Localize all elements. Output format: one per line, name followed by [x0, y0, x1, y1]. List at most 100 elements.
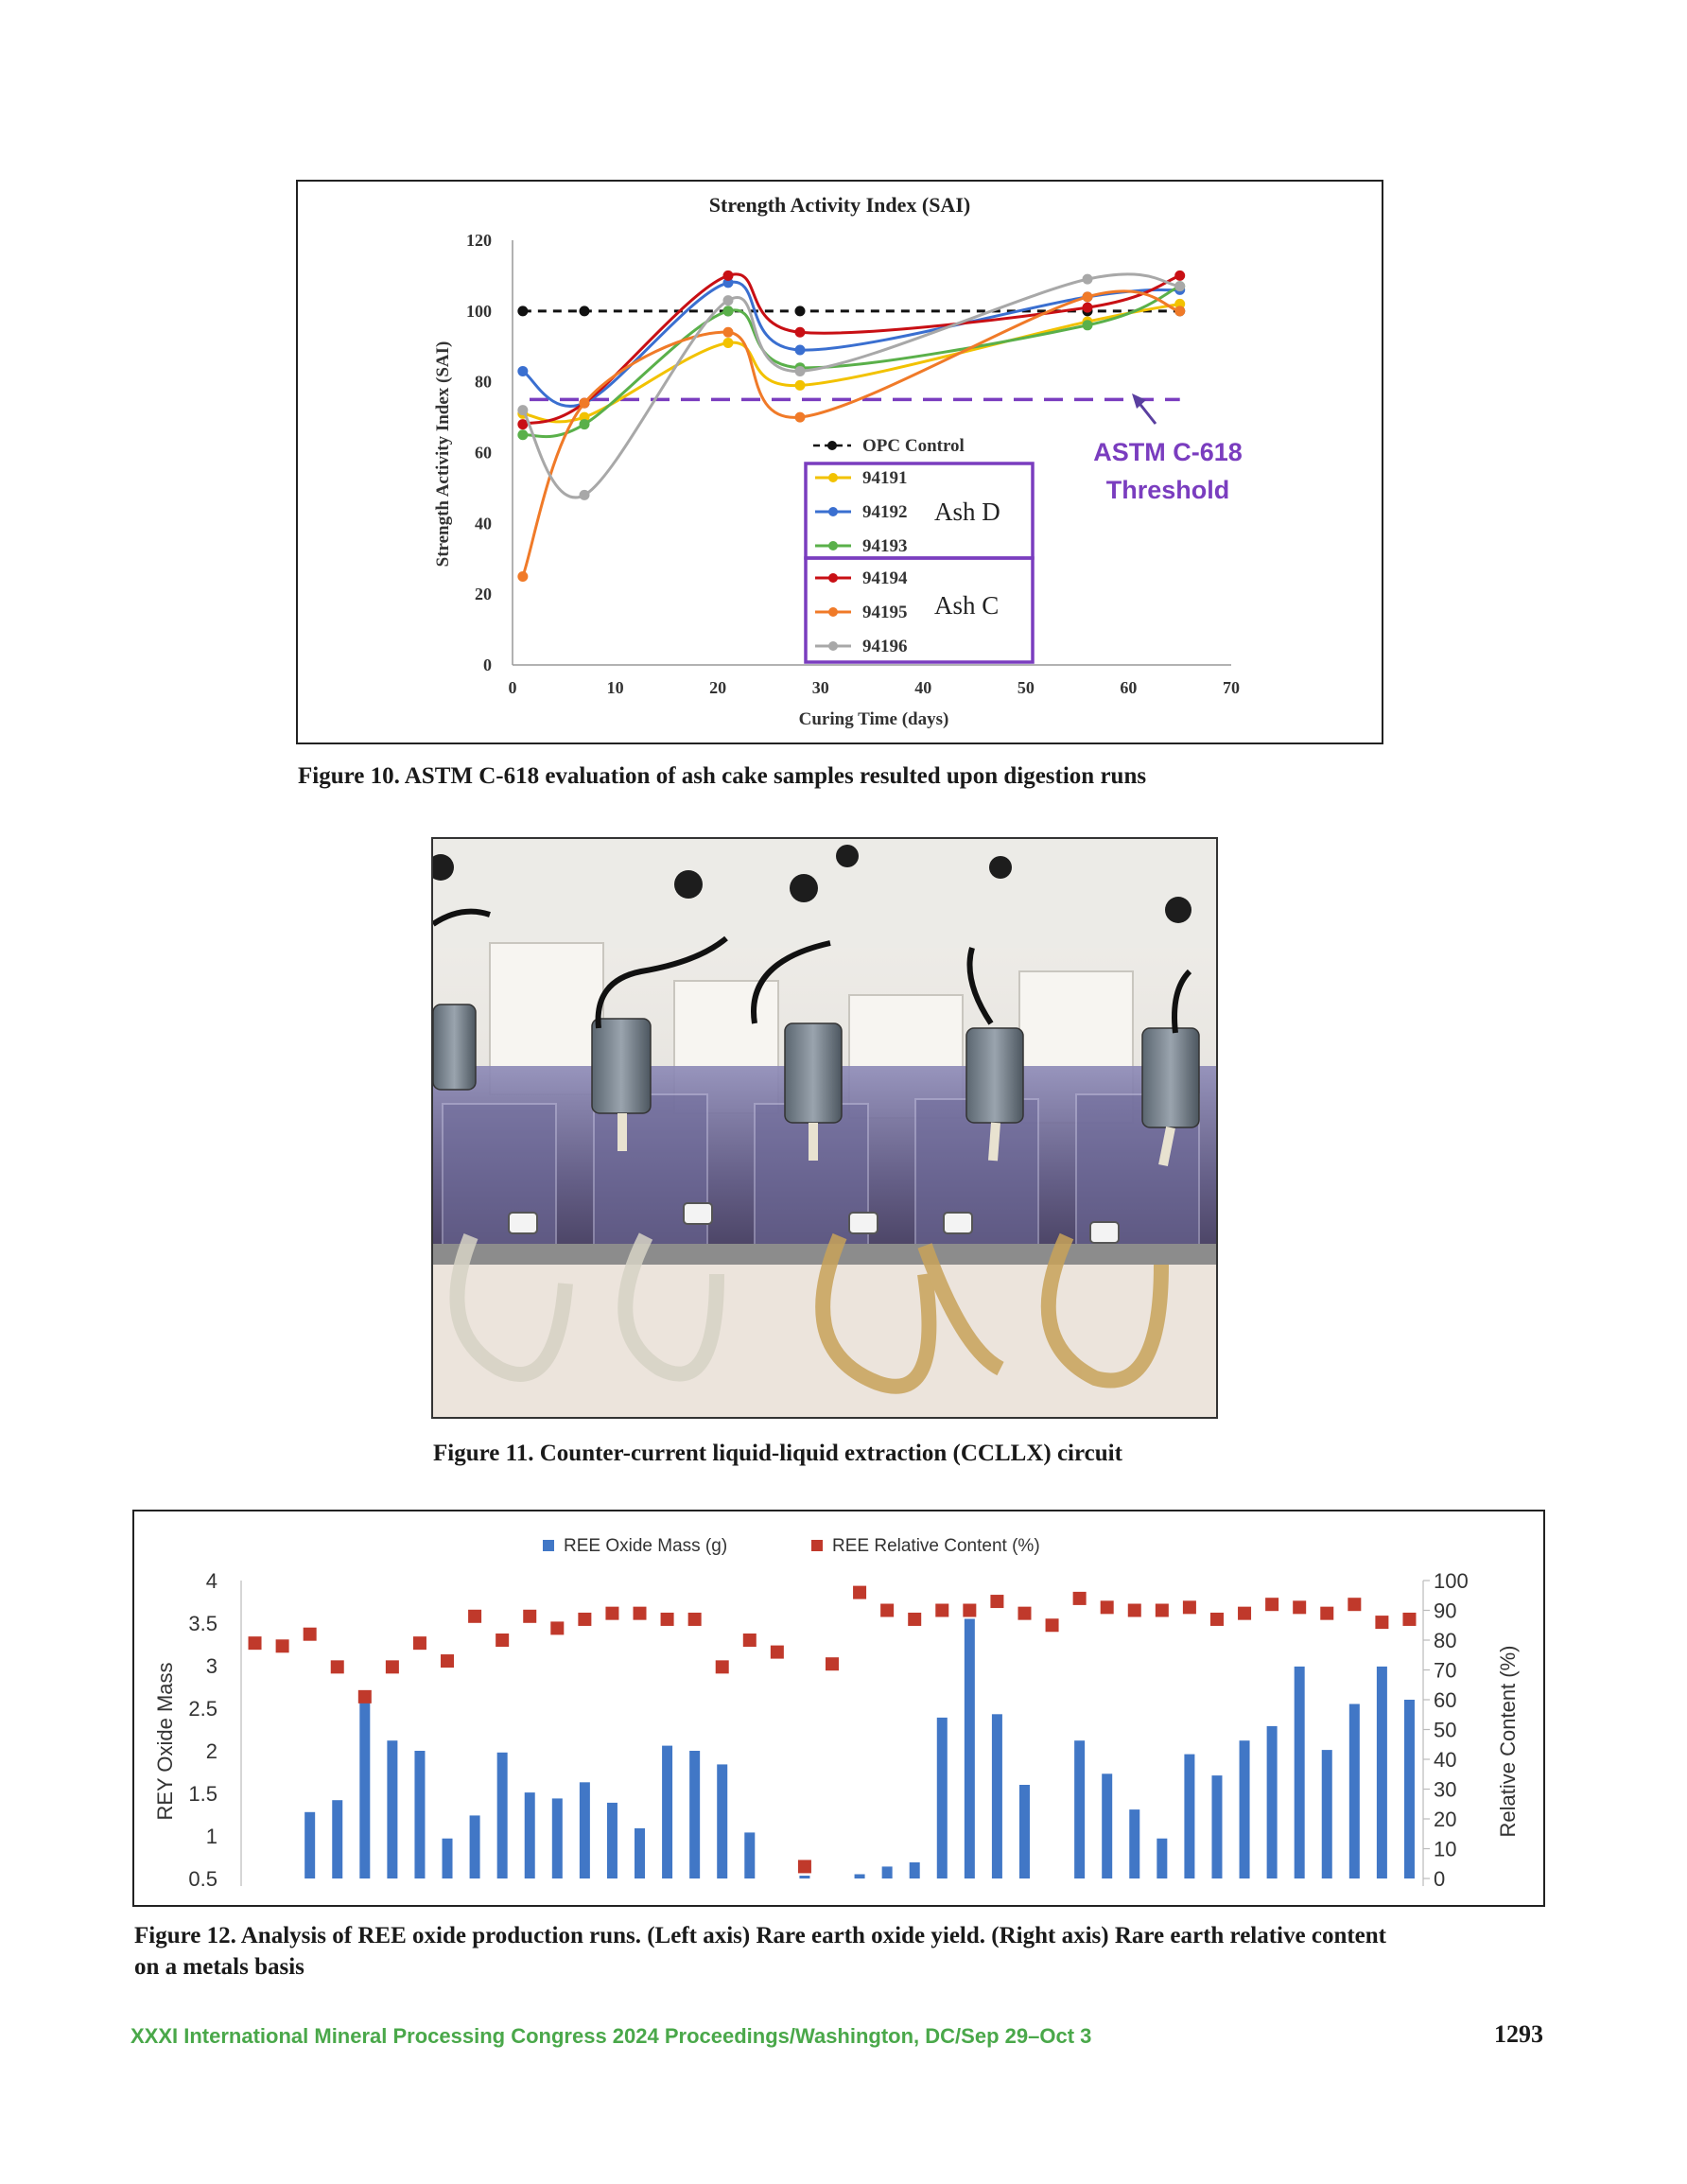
right-tick-label: 80 [1434, 1629, 1456, 1652]
x-tick-label: 30 [812, 678, 829, 697]
oxide-mass-bar [635, 1827, 646, 1878]
figure-10-legend: OPC Control 94191 94192 94193 94194 94195 941… [804, 436, 1035, 664]
y-tick-label: 0 [483, 655, 492, 674]
relative-content-marker [1238, 1606, 1252, 1620]
y-tick-label: 100 [466, 302, 492, 321]
relative-content-marker [715, 1660, 729, 1674]
legend-marker [828, 641, 838, 651]
y-tick-label: 40 [475, 514, 492, 533]
legend-bar-swatch [543, 1540, 554, 1551]
oxide-mass-bar [744, 1832, 756, 1878]
oxide-mass-bar [469, 1815, 480, 1878]
relative-content-marker [1348, 1598, 1362, 1612]
oxide-mass-bar [1018, 1785, 1030, 1878]
legend-opc-marker [827, 441, 837, 450]
left-tick-label: 4 [206, 1569, 217, 1593]
series-point [722, 270, 734, 281]
y-tick-label: 60 [475, 444, 492, 463]
oxide-mass-bar [1102, 1773, 1113, 1878]
series-point [517, 405, 529, 416]
series-point [1082, 291, 1093, 303]
legend-series-label: 94191 [862, 468, 908, 488]
right-tick-label: 40 [1434, 1748, 1456, 1772]
oxide-mass-bar [717, 1764, 728, 1878]
legend-group-ash-c: Ash C [934, 591, 999, 620]
oxide-mass-bar [964, 1618, 975, 1878]
series-point [722, 338, 734, 349]
oxide-mass-bar [414, 1751, 426, 1878]
right-tick-label: 50 [1434, 1719, 1456, 1742]
relative-content-marker [880, 1603, 895, 1617]
relative-content-marker [1182, 1600, 1196, 1615]
oxide-mass-bar [442, 1838, 453, 1878]
legend-marker [828, 473, 838, 482]
series-point [1174, 306, 1186, 317]
x-tick-label: 60 [1120, 678, 1137, 697]
relative-content-marker [963, 1603, 977, 1617]
series-point [722, 295, 734, 306]
figure-10-caption: Figure 10. ASTM C-618 evaluation of ash … [298, 763, 1147, 789]
relative-content-marker [1045, 1618, 1059, 1633]
relative-content-marker [1072, 1591, 1087, 1605]
relative-content-marker [633, 1606, 647, 1620]
relative-content-marker [275, 1639, 289, 1653]
relative-content-marker [248, 1636, 262, 1651]
left-tick-label: 1 [206, 1825, 217, 1848]
right-tick-label: 20 [1434, 1808, 1456, 1831]
series-point [794, 306, 806, 317]
legend-marker-label: REE Relative Content (%) [832, 1536, 1040, 1556]
motor-cables [433, 908, 1192, 1034]
legend-series-label: 94192 [862, 502, 908, 522]
legend-marker [828, 507, 838, 516]
oxide-mass-bar [332, 1800, 343, 1878]
oxide-mass-bar [1239, 1740, 1250, 1878]
left-tick-label: 2.5 [188, 1697, 217, 1721]
relative-content-marker [1017, 1606, 1032, 1620]
left-tick-label: 3.5 [188, 1612, 217, 1635]
threshold-label-line1: ASTM C-618 [1093, 438, 1243, 466]
right-tick-label: 60 [1434, 1688, 1456, 1712]
relative-content-marker [1320, 1606, 1334, 1620]
series-point [1082, 302, 1093, 313]
relative-content-marker [441, 1654, 455, 1669]
figure-12-caption-line1: Figure 12. Analysis of REE oxide product… [134, 1923, 1386, 1948]
relative-content-marker [1293, 1600, 1307, 1615]
series-line-94191 [522, 302, 1180, 424]
series-point [517, 306, 529, 317]
right-tick-label: 30 [1434, 1778, 1456, 1802]
oxide-mass-bar [854, 1874, 865, 1878]
oxide-mass-bar [799, 1876, 810, 1878]
right-tick-label: 0 [1434, 1867, 1445, 1891]
relative-content-marker [385, 1660, 399, 1674]
oxide-mass-bar [1403, 1700, 1415, 1878]
oxide-mass-bar [1074, 1740, 1086, 1878]
relative-content-marker [578, 1612, 592, 1626]
y-tick-label: 20 [475, 585, 492, 603]
relative-content-marker [550, 1621, 565, 1635]
figure-11-caption: Figure 11. Counter-current liquid-liquid… [433, 1441, 1122, 1466]
oxide-mass-bar [1157, 1838, 1168, 1878]
relative-content-marker [826, 1657, 839, 1671]
series-line-94192 [521, 280, 1180, 408]
oxide-mass-bar [387, 1740, 398, 1878]
footer-proceedings: XXXI International Mineral Processing Co… [130, 2024, 1092, 2048]
oxide-mass-bar [1211, 1775, 1223, 1878]
oxide-mass-bar [606, 1802, 617, 1878]
ccllx-circuit-illustration [433, 839, 1216, 1417]
oxide-mass-bar [304, 1811, 316, 1878]
relative-content-marker [687, 1612, 702, 1626]
relative-content-marker [1100, 1600, 1114, 1615]
series-point [794, 411, 806, 423]
legend-series-label: 94196 [862, 637, 908, 656]
legend-marker [828, 541, 838, 550]
x-tick-label: 70 [1223, 678, 1240, 697]
relative-content-marker [1375, 1616, 1389, 1630]
series-point [517, 365, 529, 376]
figure-11-photo [431, 837, 1218, 1419]
oxide-mass-bar [524, 1792, 535, 1878]
legend-series-label: 94195 [862, 603, 908, 622]
relative-content-marker [853, 1585, 867, 1599]
figure-10-chart: 0 20 40 60 80 100 120 0 10 20 30 40 50 60 70 Strength … [433, 193, 1243, 729]
relative-content-marker [935, 1603, 949, 1617]
oxide-mass-bar [579, 1782, 590, 1878]
